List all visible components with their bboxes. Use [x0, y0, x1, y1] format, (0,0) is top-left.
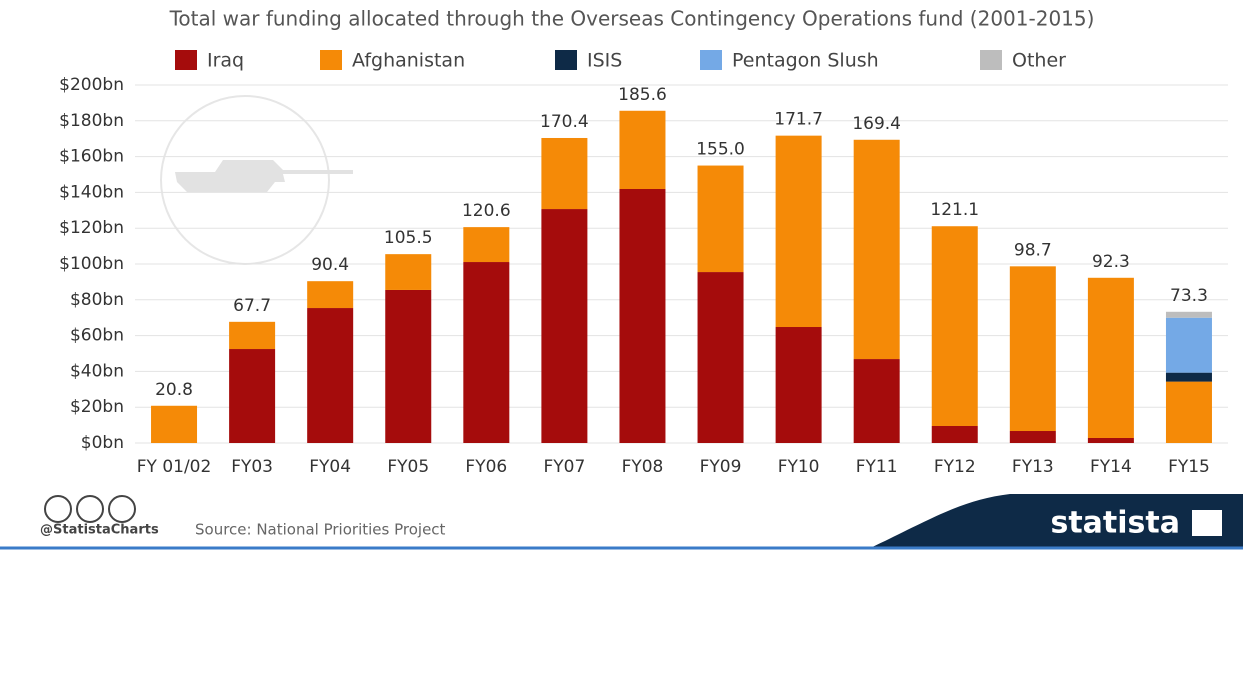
y-tick-label: $180bn	[59, 111, 124, 131]
bar-segment	[931, 226, 978, 426]
brand-logo	[1192, 510, 1222, 536]
x-tick-label: FY05	[387, 457, 429, 477]
x-tick-label: FY04	[309, 457, 351, 477]
total-label: 105.5	[384, 228, 433, 248]
bar-segment	[463, 262, 510, 443]
legend-label: Other	[1012, 50, 1066, 72]
license-icons	[44, 495, 136, 523]
bar-segment	[1087, 277, 1134, 438]
y-tick-label: $160bn	[59, 147, 124, 167]
legend-label: ISIS	[587, 50, 622, 72]
bar-segment	[1009, 266, 1056, 432]
total-label: 67.7	[233, 296, 271, 316]
bar-segment	[307, 308, 354, 443]
x-tick-label: FY07	[543, 457, 585, 477]
x-tick-label: FY13	[1012, 457, 1054, 477]
total-label: 185.6	[618, 85, 667, 105]
y-tick-label: $100bn	[59, 254, 124, 274]
x-tick-label: FY06	[465, 457, 507, 477]
bar-segment	[1009, 431, 1056, 443]
bar-segment	[1087, 437, 1134, 443]
bar-segment	[385, 289, 432, 443]
bar-segment	[1165, 381, 1212, 443]
total-label: 171.7	[774, 110, 823, 130]
x-tick-label: FY09	[700, 457, 742, 477]
x-tick-label: FY08	[622, 457, 664, 477]
handle: @StatistaCharts	[40, 523, 159, 538]
bar-segment	[229, 349, 276, 443]
y-tick-label: $40bn	[70, 361, 124, 381]
bar-segment	[697, 165, 744, 273]
legend-swatch	[175, 50, 197, 70]
x-tick-label: FY11	[856, 457, 898, 477]
total-label: 170.4	[540, 112, 589, 132]
footer-band	[0, 494, 1243, 548]
x-tick-label: FY03	[231, 457, 273, 477]
total-label: 20.8	[155, 380, 193, 400]
total-label: 98.7	[1014, 240, 1052, 260]
bar-segment	[697, 272, 744, 443]
legend-label: Pentagon Slush	[732, 50, 879, 72]
legend-swatch	[980, 50, 1002, 70]
bar-segment	[1165, 372, 1212, 382]
total-label: 155.0	[696, 140, 745, 160]
y-tick-label: $120bn	[59, 218, 124, 238]
bar-segment	[619, 110, 666, 189]
total-label: 90.4	[311, 255, 349, 275]
bar-segment	[463, 227, 510, 263]
legend-label: Afghanistan	[352, 50, 465, 72]
y-tick-label: $20bn	[70, 397, 124, 417]
bar-segment	[385, 254, 432, 290]
legend-label: Iraq	[207, 50, 244, 72]
x-tick-label: FY14	[1090, 457, 1132, 477]
legend-swatch	[320, 50, 342, 70]
bar-segment	[1165, 317, 1212, 373]
bar-segment	[541, 137, 588, 210]
bar-segment	[853, 139, 900, 360]
bar-segment	[775, 135, 822, 328]
bar-segment	[229, 321, 276, 350]
y-tick-label: $0bn	[81, 433, 124, 453]
tank-icon	[160, 95, 353, 265]
bar-segment	[931, 425, 978, 443]
y-tick-label: $80bn	[70, 290, 124, 310]
total-label: 169.4	[852, 114, 901, 134]
bar-segment	[775, 327, 822, 443]
total-label: 120.6	[462, 201, 511, 221]
bar-segment	[619, 188, 666, 443]
total-label: 121.1	[930, 200, 979, 220]
y-tick-label: $200bn	[59, 75, 124, 95]
y-tick-label: $60bn	[70, 326, 124, 346]
total-label: 73.3	[1170, 286, 1208, 306]
bar-segment	[1165, 311, 1212, 318]
total-label: 92.3	[1092, 252, 1130, 272]
bar-segment	[541, 209, 588, 443]
x-tick-label: FY15	[1168, 457, 1210, 477]
legend-swatch	[555, 50, 577, 70]
bar-segment	[853, 359, 900, 443]
bar-segment	[307, 281, 354, 309]
brand: statista	[1050, 506, 1180, 541]
source: Source: National Priorities Project	[195, 521, 446, 539]
y-tick-label: $140bn	[59, 182, 124, 202]
legend-swatch	[700, 50, 722, 70]
chart-title: Total war funding allocated through the …	[169, 7, 1095, 31]
x-tick-label: FY 01/02	[137, 457, 212, 477]
x-tick-label: FY12	[934, 457, 976, 477]
x-tick-label: FY10	[778, 457, 820, 477]
bar-segment	[151, 405, 198, 443]
